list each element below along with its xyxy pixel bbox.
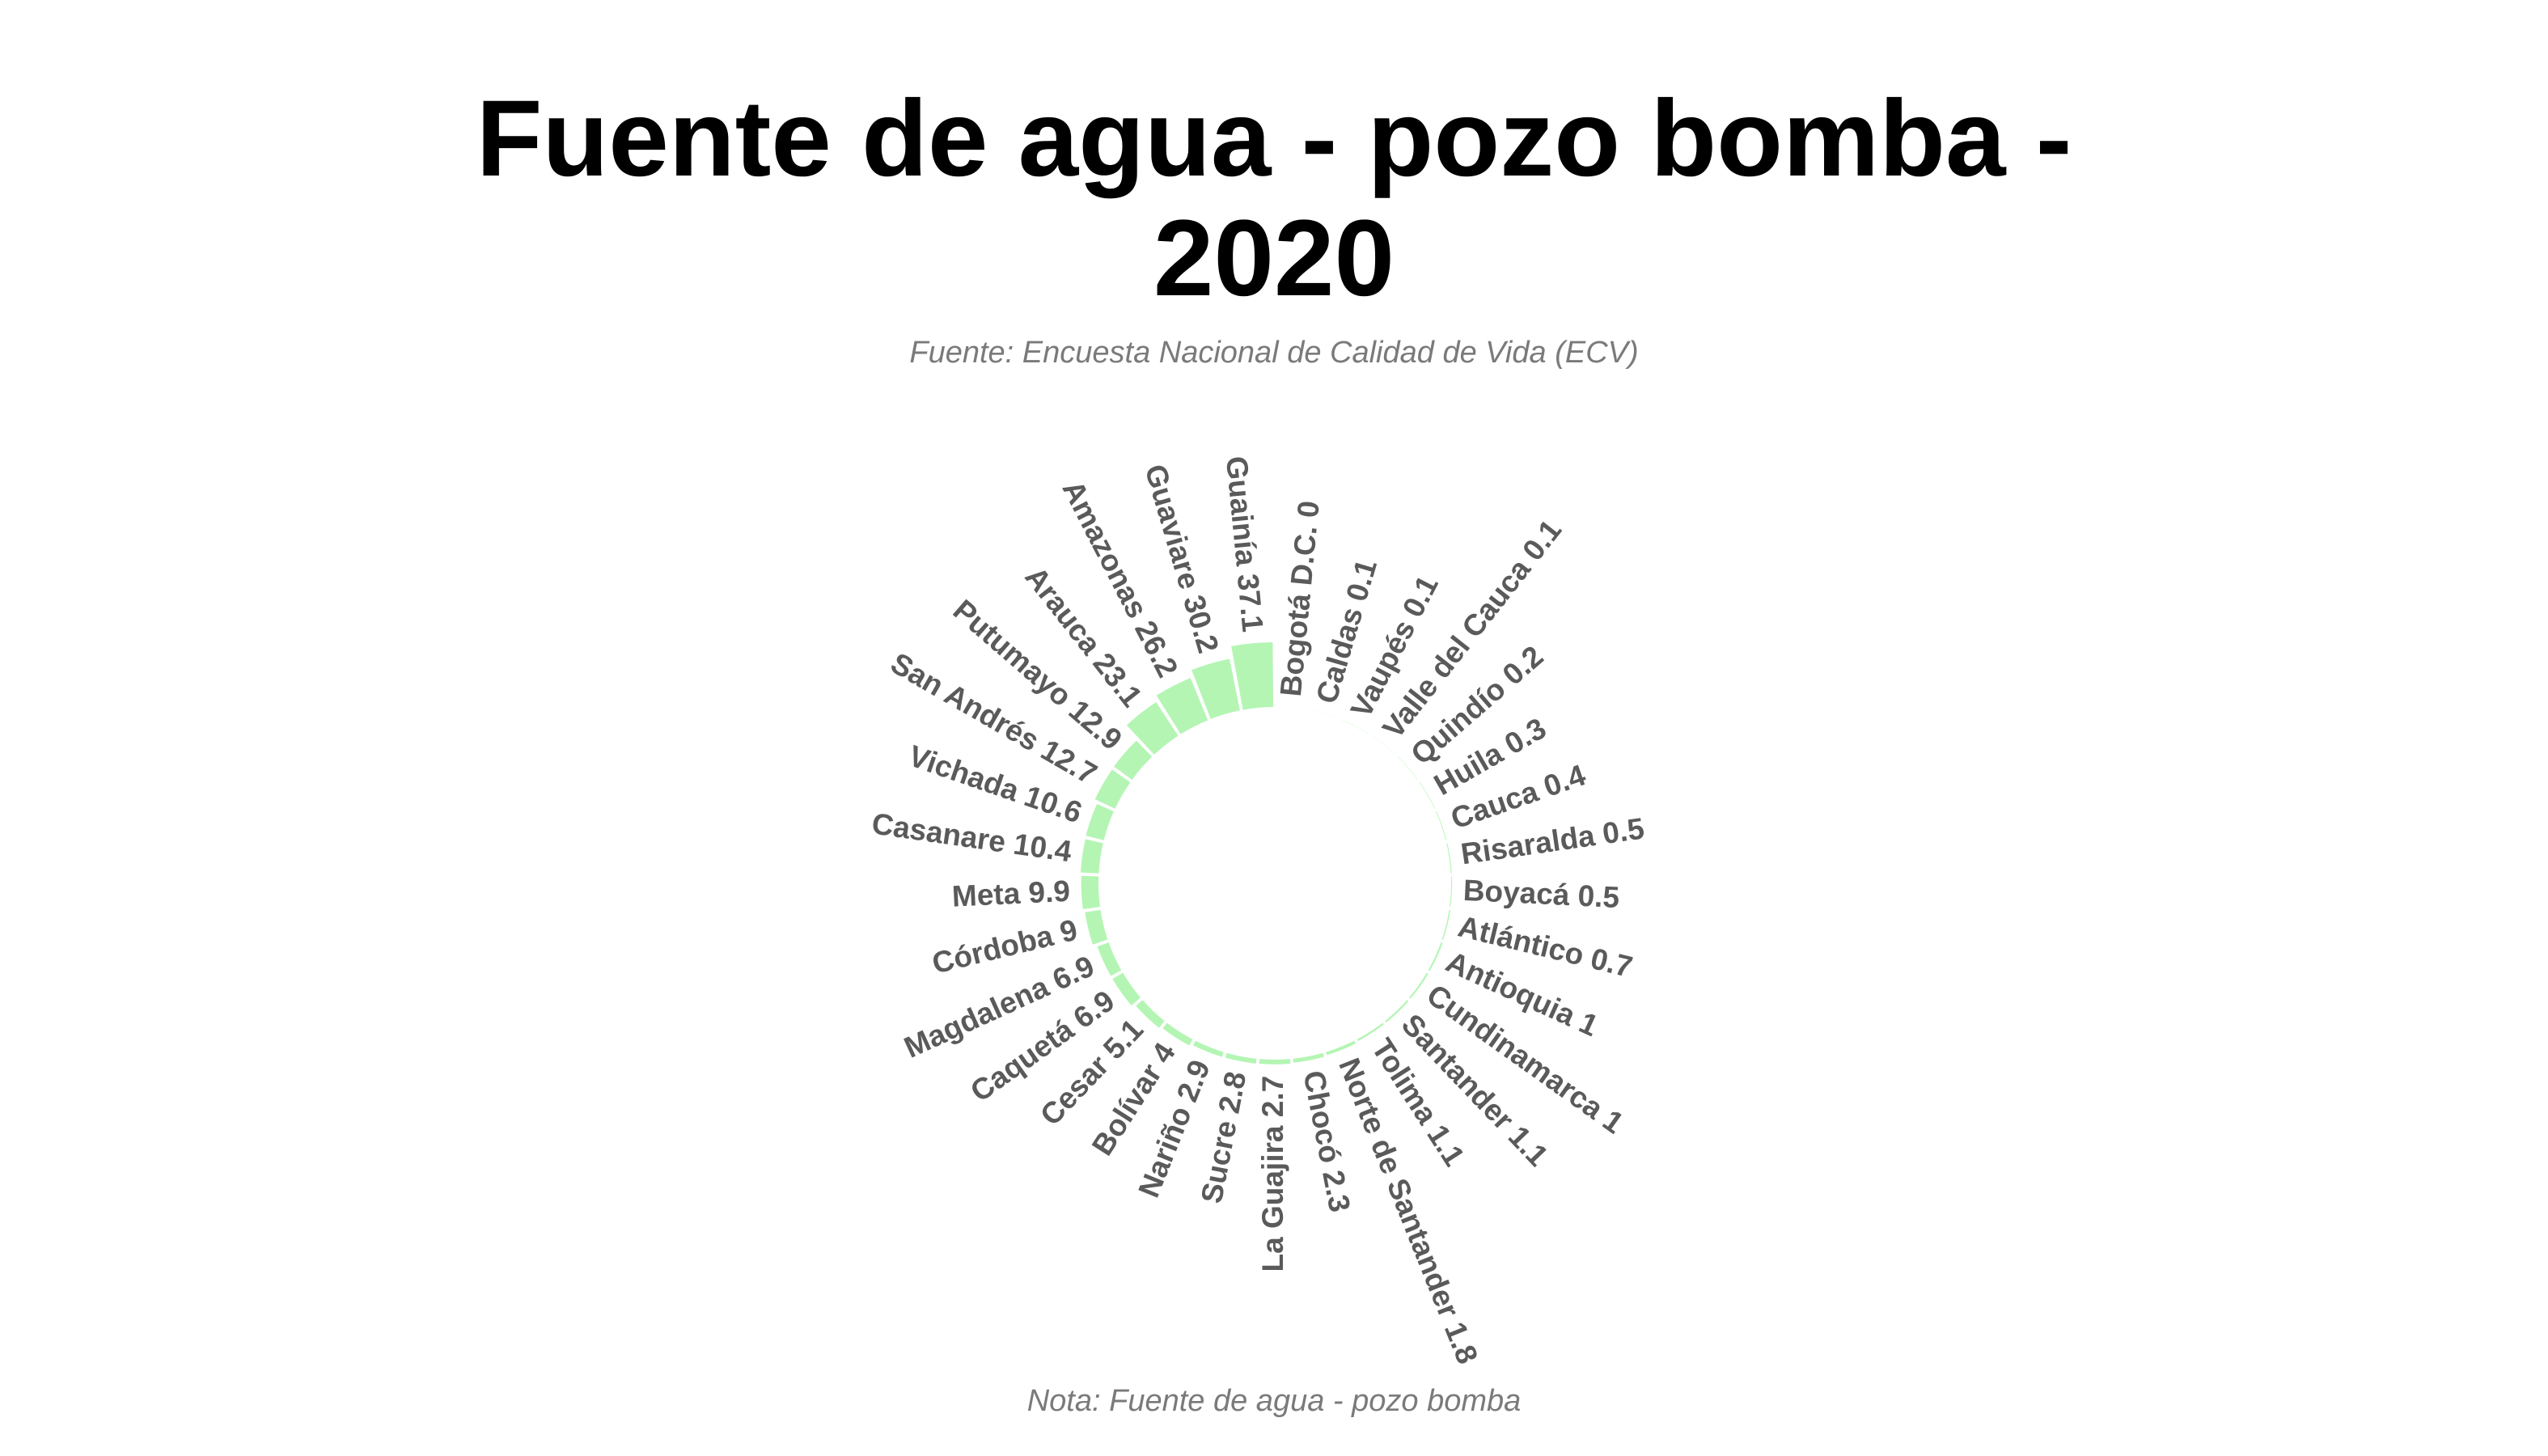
bar-tolima xyxy=(1357,1022,1384,1041)
bar-antioquia xyxy=(1428,942,1443,971)
bar-risaralda xyxy=(1446,843,1452,874)
bar-caldas xyxy=(1310,710,1340,719)
bar-casanare xyxy=(1080,839,1103,874)
bar-atl-ntico xyxy=(1441,909,1450,940)
bar-magdalena xyxy=(1097,942,1122,976)
bar-san-andr-s xyxy=(1094,769,1131,809)
bar-vaup-s xyxy=(1341,720,1369,734)
bar-valle-del-cauca xyxy=(1371,735,1396,755)
bar-meta xyxy=(1081,875,1100,909)
bar-norte-de-santander xyxy=(1326,1040,1356,1056)
bar-guain-a xyxy=(1231,642,1274,710)
bar-cundinamarca xyxy=(1408,972,1428,999)
bar-arauca xyxy=(1126,701,1179,755)
bar-label-meta: Meta 9.9 xyxy=(951,874,1071,913)
bar-huila xyxy=(1419,781,1436,809)
bar-c-rdoba xyxy=(1085,909,1108,945)
bar-bol-var xyxy=(1162,1022,1193,1046)
bar-la-guajira xyxy=(1259,1059,1291,1064)
bar-amazonas xyxy=(1156,678,1208,734)
bar-boyac- xyxy=(1450,876,1453,908)
bar-label-guain-a: Guainía 37.1 xyxy=(1220,455,1270,633)
chart-title: Fuente de agua - pozo bomba - 2020 xyxy=(0,79,2548,319)
bar-cesar xyxy=(1136,1000,1165,1028)
chart-subtitle: Fuente: Encuesta Nacional de Calidad de … xyxy=(909,336,1639,370)
bar-bogot-d-c- xyxy=(1276,707,1307,710)
bar-putumayo xyxy=(1114,740,1153,781)
bar-sucre xyxy=(1225,1052,1257,1064)
bar-label-boyac-: Boyacá 0.5 xyxy=(1462,874,1620,914)
bar-caquet- xyxy=(1112,972,1141,1005)
chart-title-line-1: Fuente de agua - pozo bomba - xyxy=(476,78,2072,199)
bar-vichada xyxy=(1086,803,1114,840)
bar-nari-o xyxy=(1192,1040,1224,1057)
bar-santander xyxy=(1385,1000,1409,1023)
bar-label-la-guajira: La Guajira 2.7 xyxy=(1256,1076,1289,1272)
chart-title-line-2: 2020 xyxy=(1153,198,1395,319)
chart-note: Nota: Fuente de agua - pozo bomba xyxy=(1026,1384,1522,1418)
bar-quind-o xyxy=(1397,756,1418,781)
bar-cauca xyxy=(1436,811,1447,840)
bars-layer xyxy=(1080,642,1453,1064)
bar-choc- xyxy=(1293,1052,1324,1063)
bar-guaviare xyxy=(1191,658,1240,719)
